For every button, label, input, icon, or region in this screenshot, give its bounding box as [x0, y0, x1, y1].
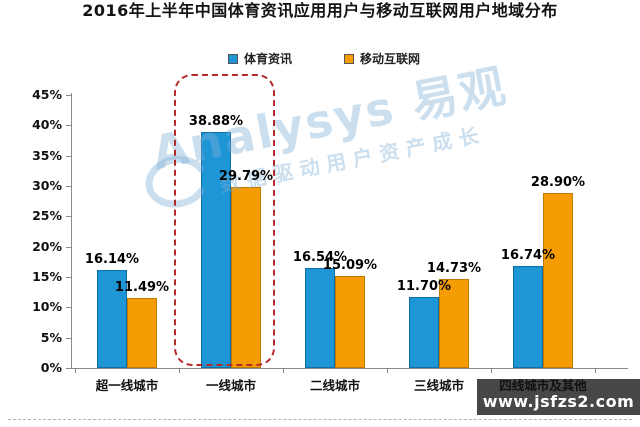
y-axis-tick — [66, 307, 71, 309]
legend: 体育资讯 移动互联网 — [228, 50, 420, 67]
y-axis-tick-label: 45% — [32, 87, 62, 102]
x-category-label: 四线城市及其他 — [499, 378, 587, 393]
bar-value-label: 29.79% — [218, 169, 274, 185]
bar-mobile-internet — [335, 276, 365, 368]
x-category-label: 超一线城市 — [95, 378, 159, 393]
x-axis-tick — [179, 368, 180, 373]
bar-sports-app — [97, 270, 127, 368]
footer-divider — [8, 419, 632, 420]
legend-item-sports-app: 体育资讯 — [228, 50, 292, 67]
y-axis-tick-label: 25% — [32, 208, 62, 224]
y-axis-tick — [66, 125, 71, 127]
site-watermark-url: www.jsfzs2.com — [482, 392, 635, 411]
y-axis-line — [71, 93, 72, 368]
x-axis-tick — [595, 368, 596, 373]
x-axis-tick — [387, 368, 388, 373]
y-axis-tick — [66, 368, 71, 369]
bar-value-label: 28.90% — [530, 174, 586, 190]
y-axis-tick — [66, 216, 71, 218]
y-axis-tick-label: 20% — [32, 238, 62, 254]
y-axis-tick — [66, 186, 71, 187]
highlight-dashed-box — [174, 74, 275, 366]
y-axis-tick-label: 5% — [40, 329, 62, 345]
bar-sports-app — [305, 267, 335, 368]
y-axis-tick-label: 40% — [32, 117, 62, 133]
y-axis-tick — [66, 337, 71, 339]
bar-value-label: 14.73% — [426, 260, 482, 276]
y-axis-tick — [66, 277, 71, 278]
bar-mobile-internet — [439, 278, 469, 368]
legend-marker-orange — [344, 53, 355, 64]
bar-mobile-internet — [127, 298, 157, 368]
x-category-label: 一线城市 — [205, 378, 256, 393]
y-axis-tick — [66, 155, 71, 157]
y-axis-tick — [66, 95, 71, 96]
x-axis-line — [66, 368, 628, 369]
y-axis-tick-label: 15% — [32, 269, 62, 284]
y-axis-tick-label: 35% — [32, 147, 62, 163]
x-category-label: 三线城市 — [413, 378, 464, 393]
legend-marker-blue — [228, 53, 238, 64]
y-axis-tick-label: 10% — [32, 299, 62, 315]
bar-value-label: 11.49% — [114, 280, 170, 296]
legend-item-mobile-internet: 移动互联网 — [344, 50, 420, 67]
bar-mobile-internet — [231, 187, 261, 368]
bar-sports-app — [201, 132, 231, 368]
chart-title: 2016年上半年中国体育资讯应用用户与移动互联网用户地域分布 — [82, 1, 558, 20]
bar-value-label: 15.09% — [322, 258, 378, 274]
x-axis-tick — [283, 368, 284, 373]
bar-value-label: 11.70% — [396, 279, 452, 295]
bar-sports-app — [409, 297, 439, 368]
bar-value-label: 16.54% — [292, 249, 348, 265]
site-watermark-box — [477, 379, 640, 415]
y-axis-tick — [66, 246, 71, 248]
bar-value-label: 16.14% — [84, 252, 140, 268]
bar-value-label: 38.88% — [188, 114, 244, 130]
bar-mobile-internet — [543, 192, 573, 368]
x-axis-tick — [75, 368, 76, 373]
bar-sports-app — [513, 266, 543, 368]
bar-value-label: 16.74% — [500, 248, 556, 264]
y-axis-tick-label: 30% — [32, 178, 62, 193]
legend-label: 体育资讯 — [244, 52, 293, 66]
legend-label: 移动互联网 — [360, 52, 421, 66]
x-axis-tick — [491, 368, 492, 373]
x-category-label: 二线城市 — [309, 378, 360, 393]
y-axis-tick-label: 0% — [40, 360, 62, 375]
